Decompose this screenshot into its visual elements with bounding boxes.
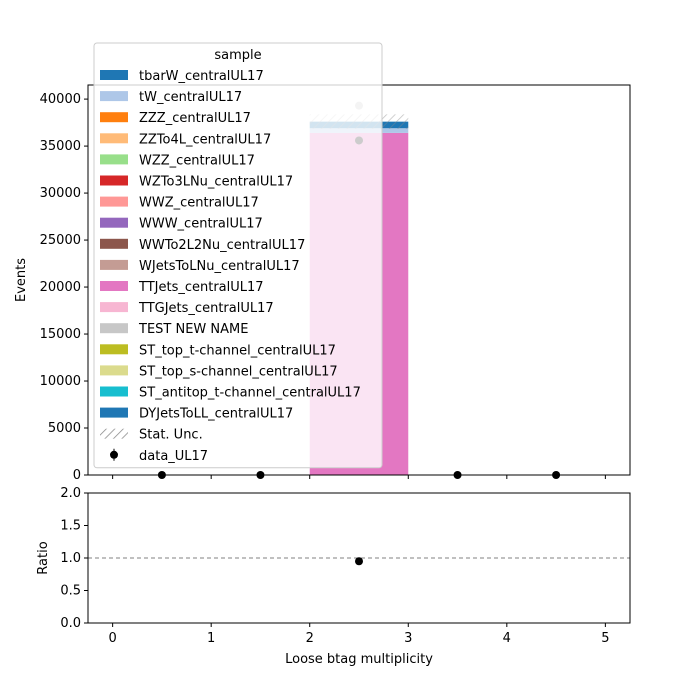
legend-swatch <box>100 365 128 376</box>
ratio-x-axis: 0 1 2 3 4 5 <box>108 623 610 646</box>
y-tick-label: 0.0 <box>60 616 81 631</box>
legend-swatch <box>100 217 128 228</box>
y-tick-label: 10000 <box>40 374 81 389</box>
y-tick-label: 40000 <box>40 92 81 107</box>
legend-swatch-stat-unc <box>100 428 128 439</box>
legend-label: WZZ_centralUL17 <box>139 153 255 168</box>
ratio-y-axis: 0.0 0.5 1.0 1.5 2.0 <box>60 486 88 631</box>
y-tick-label: 1.5 <box>60 519 81 534</box>
x-tick-label: 1 <box>207 631 215 646</box>
legend-label: data_UL17 <box>139 449 208 464</box>
legend-swatch <box>100 344 128 355</box>
legend-swatch <box>100 386 128 397</box>
ratio-points <box>355 557 363 566</box>
x-tick-label: 0 <box>108 631 116 646</box>
legend-swatch <box>100 154 128 165</box>
main-x-axis <box>112 475 606 479</box>
y-tick-label: 2.0 <box>60 486 81 501</box>
legend-swatch <box>100 238 128 249</box>
legend-swatch <box>100 407 128 418</box>
legend-label: tW_centralUL17 <box>139 90 242 105</box>
legend-label: ST_top_s-channel_centralUL17 <box>139 364 338 379</box>
x-tick-label: 3 <box>404 631 412 646</box>
legend-label: ST_antitop_t-channel_centralUL17 <box>139 386 361 401</box>
legend-label: Stat. Unc. <box>139 428 203 443</box>
legend-swatch <box>100 302 128 313</box>
legend-swatch <box>100 133 128 144</box>
y-tick-label: 20000 <box>40 280 81 295</box>
legend-label: WJetsToLNu_centralUL17 <box>139 259 300 274</box>
x-tick-label: 5 <box>601 631 609 646</box>
y-tick-label: 1.0 <box>60 551 81 566</box>
legend-swatch <box>100 259 128 270</box>
legend-label: WWW_centralUL17 <box>139 217 263 232</box>
legend-swatch <box>100 323 128 334</box>
legend-title: sample <box>214 48 261 63</box>
legend-swatch <box>100 91 128 102</box>
ratio-point <box>355 557 363 566</box>
legend: sample tbarW_centralUL17 tW_centralUL17 ZZ… <box>93 42 383 469</box>
legend-label: TTJets_centralUL17 <box>138 280 264 295</box>
main-y-axis: 0 5000 10000 15000 20000 25000 30000 35000 40000 <box>40 92 88 483</box>
legend-items: tbarW_centralUL17 tW_centralUL17 ZZZ_centr… <box>100 69 361 464</box>
ratio-y-axis-label: Ratio <box>36 541 51 574</box>
ratio-panel: 0.0 0.5 1.0 1.5 2.0 0 1 2 3 4 5 Ratio Loose btag … <box>36 486 631 667</box>
legend-swatch <box>100 70 128 80</box>
y-tick-label: 0.5 <box>60 584 81 599</box>
main-y-axis-label: Events <box>14 258 29 302</box>
x-axis-label: Loose btag multiplicity <box>285 652 433 667</box>
legend-swatch <box>100 175 128 186</box>
y-tick-label: 30000 <box>40 186 81 201</box>
y-tick-label: 25000 <box>40 233 81 248</box>
legend-box <box>93 42 383 469</box>
legend-label: ST_top_t-channel_centralUL17 <box>139 343 336 358</box>
legend-label: tbarW_centralUL17 <box>139 69 264 84</box>
y-tick-label: 5000 <box>48 421 81 436</box>
legend-label: WWZ_centralUL17 <box>139 196 259 211</box>
legend-swatch <box>100 196 128 207</box>
x-tick-label: 2 <box>306 631 314 646</box>
y-tick-label: 35000 <box>40 139 81 154</box>
legend-label: ZZTo4L_centralUL17 <box>139 132 271 147</box>
legend-label: DYJetsToLL_centralUL17 <box>139 407 293 422</box>
legend-label: TTGJets_centralUL17 <box>138 301 274 316</box>
legend-swatch <box>100 281 128 291</box>
legend-label: TEST NEW NAME <box>138 322 248 337</box>
legend-label: WWTo2L2Nu_centralUL17 <box>139 238 305 253</box>
legend-swatch <box>100 112 128 123</box>
x-tick-label: 4 <box>503 631 511 646</box>
y-tick-label: 15000 <box>40 327 81 342</box>
legend-label: WZTo3LNu_centralUL17 <box>139 175 293 190</box>
legend-marker <box>110 450 118 459</box>
y-tick-label: 0 <box>73 468 81 483</box>
legend-label: ZZZ_centralUL17 <box>139 111 251 126</box>
